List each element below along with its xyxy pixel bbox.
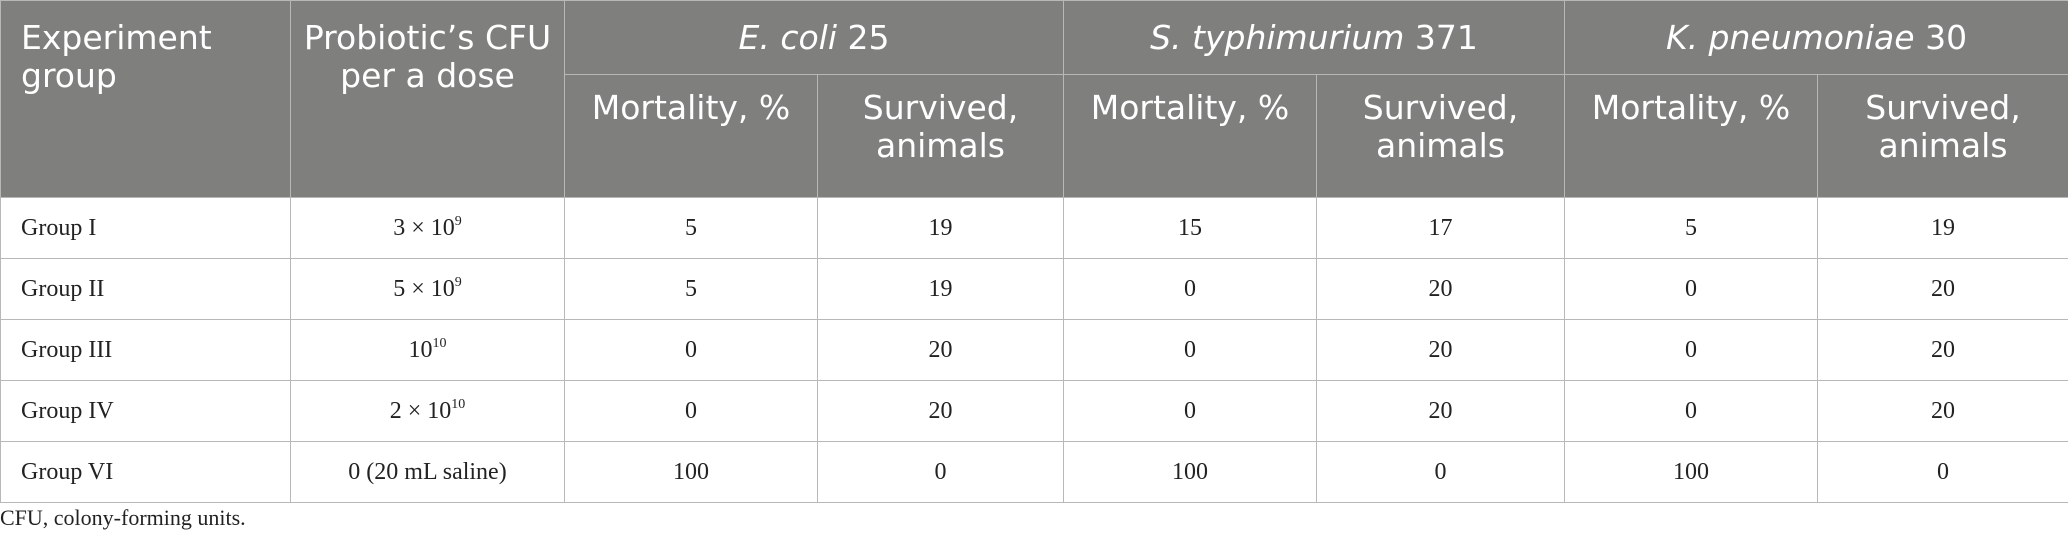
table-row: Group III 1010 0 20 0 20 0 20: [0, 319, 2068, 381]
cell-cfu: 0 (20 mL saline): [290, 441, 565, 503]
cell-survived: 20: [1316, 258, 1565, 320]
cfu-base: 2 × 10: [389, 397, 452, 424]
cell-mortality: 15: [1063, 197, 1317, 259]
cell-mortality: 0: [1564, 258, 1818, 320]
table-row: Group VI 0 (20 mL saline) 100 0 100 0 100 0: [0, 441, 2068, 503]
cell-mortality: 5: [564, 258, 818, 320]
cell-mortality: 5: [564, 197, 818, 259]
cell-cfu: 1010: [290, 319, 565, 381]
strain-number: 371: [1404, 17, 1478, 57]
header-strain-kpneumoniae: K. pneumoniae 30: [1563, 0, 2068, 75]
cfu-exponent: 9: [454, 213, 462, 229]
table-row: Group II 5 × 109 5 19 0 20 0 20: [0, 258, 2068, 320]
cell-survived: 20: [1816, 380, 2068, 442]
cell-mortality: 100: [564, 441, 818, 503]
cell-survived: 20: [1816, 258, 2068, 320]
strain-name: S. typhimurium: [1150, 17, 1405, 57]
results-table-container: Experiment group Probiotic’s CFU per a d…: [0, 0, 2068, 503]
cfu-base: 3 × 10: [393, 214, 455, 241]
cell-mortality: 100: [1564, 441, 1818, 503]
cell-group: Group II: [0, 258, 291, 320]
subheader-survived: Survived, animals: [817, 74, 1064, 198]
header-experiment-group: Experiment group: [0, 0, 291, 198]
results-table: Experiment group Probiotic’s CFU per a d…: [0, 0, 2068, 503]
cell-mortality: 0: [564, 380, 818, 442]
cell-mortality: 100: [1063, 441, 1317, 503]
cell-mortality: 0: [564, 319, 818, 381]
subheader-survived: Survived, animals: [1316, 74, 1565, 198]
cfu-exponent: 10: [432, 335, 447, 351]
strain-name: K. pneumoniae: [1665, 17, 1915, 57]
subheader-mortality: Mortality, %: [564, 74, 818, 198]
cell-group: Group IV: [0, 380, 291, 442]
cell-group: Group III: [0, 319, 291, 381]
cell-mortality: 0: [1063, 319, 1317, 381]
cell-cfu: 2 × 1010: [290, 380, 565, 442]
cfu-exponent: 10: [451, 396, 466, 412]
cell-survived: 17: [1316, 197, 1565, 259]
cfu-exponent: 9: [454, 274, 462, 290]
cell-survived: 19: [817, 197, 1064, 259]
cfu-base: 5 × 10: [393, 275, 455, 302]
cell-survived: 20: [1316, 380, 1565, 442]
header-strain-styphimurium: S. typhimurium 371: [1063, 0, 1565, 75]
header-strain-ecoli: E. coli 25: [564, 0, 1064, 75]
table-footnote: CFU, colony-forming units.: [0, 505, 246, 530]
cell-survived: 20: [1316, 319, 1565, 381]
cfu-base: 0 (20 mL saline): [348, 458, 507, 485]
cell-group: Group VI: [0, 441, 291, 503]
cell-cfu: 5 × 109: [290, 258, 565, 320]
cell-cfu: 3 × 109: [290, 197, 565, 259]
header-cfu-per-dose: Probiotic’s CFU per a dose: [290, 0, 565, 198]
cell-survived: 0: [1316, 441, 1565, 503]
cell-group: Group I: [0, 197, 291, 259]
subheader-survived: Survived, animals: [1816, 74, 2068, 198]
strain-number: 30: [1914, 17, 1968, 57]
subheader-mortality: Mortality, %: [1564, 74, 1818, 198]
cell-mortality: 0: [1063, 258, 1317, 320]
cell-survived: 0: [1816, 441, 2068, 503]
cell-mortality: 5: [1564, 197, 1818, 259]
cell-survived: 0: [817, 441, 1064, 503]
strain-name: E. coli: [738, 17, 838, 57]
cell-survived: 19: [1816, 197, 2068, 259]
cell-mortality: 0: [1564, 380, 1818, 442]
table-row: Group IV 2 × 1010 0 20 0 20 0 20: [0, 380, 2068, 442]
strain-number: 25: [837, 17, 890, 57]
cell-mortality: 0: [1564, 319, 1818, 381]
subheader-mortality: Mortality, %: [1063, 74, 1317, 198]
cell-survived: 20: [817, 380, 1064, 442]
cfu-base: 10: [408, 336, 433, 363]
cell-mortality: 0: [1063, 380, 1317, 442]
cell-survived: 20: [1816, 319, 2068, 381]
cell-survived: 19: [817, 258, 1064, 320]
cell-survived: 20: [817, 319, 1064, 381]
